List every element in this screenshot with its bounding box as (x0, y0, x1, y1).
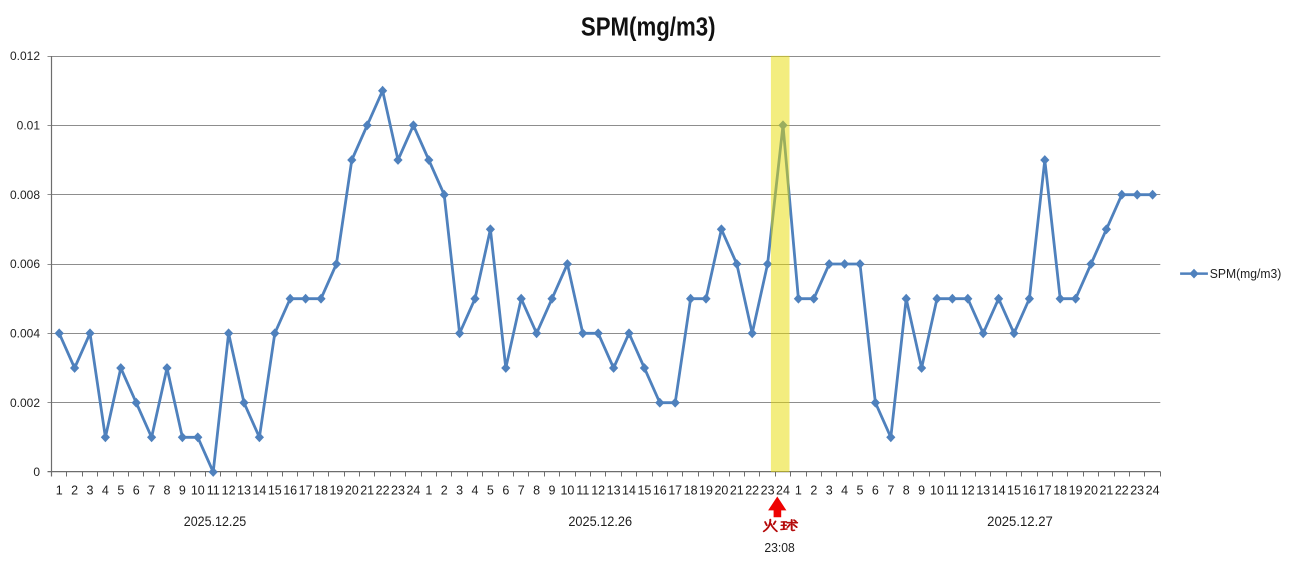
svg-text:1: 1 (425, 483, 432, 497)
svg-text:0.004: 0.004 (10, 327, 40, 341)
svg-text:17: 17 (1038, 483, 1052, 497)
svg-text:SPM(mg/m3): SPM(mg/m3) (1210, 267, 1282, 281)
svg-text:12: 12 (222, 483, 236, 497)
svg-text:19: 19 (1069, 483, 1083, 497)
svg-text:7: 7 (518, 483, 525, 497)
svg-text:17: 17 (299, 483, 313, 497)
svg-text:14: 14 (992, 483, 1006, 497)
svg-text:0.01: 0.01 (17, 119, 41, 133)
svg-text:24: 24 (776, 483, 790, 497)
svg-text:14: 14 (622, 483, 636, 497)
svg-text:0: 0 (33, 465, 40, 479)
svg-text:18: 18 (314, 483, 328, 497)
svg-text:0.008: 0.008 (10, 188, 40, 202)
svg-text:12: 12 (961, 483, 975, 497)
svg-text:5: 5 (857, 483, 864, 497)
svg-text:8: 8 (903, 483, 910, 497)
svg-text:7: 7 (887, 483, 894, 497)
svg-text:4: 4 (102, 483, 109, 497)
svg-text:19: 19 (699, 483, 713, 497)
svg-text:20: 20 (345, 483, 359, 497)
svg-text:1: 1 (795, 483, 802, 497)
svg-text:5: 5 (117, 483, 124, 497)
svg-text:2: 2 (71, 483, 78, 497)
svg-text:13: 13 (237, 483, 251, 497)
svg-text:20: 20 (714, 483, 728, 497)
svg-text:16: 16 (1022, 483, 1036, 497)
svg-text:6: 6 (872, 483, 879, 497)
svg-text:13: 13 (607, 483, 621, 497)
svg-text:2025.12.26: 2025.12.26 (568, 513, 632, 529)
svg-text:11: 11 (207, 483, 220, 497)
svg-text:0.002: 0.002 (10, 396, 40, 410)
svg-text:13: 13 (976, 483, 990, 497)
svg-text:10: 10 (191, 483, 205, 497)
svg-text:18: 18 (1053, 483, 1067, 497)
svg-text:18: 18 (684, 483, 698, 497)
svg-text:0.006: 0.006 (10, 257, 40, 271)
svg-text:8: 8 (164, 483, 171, 497)
svg-text:0.012: 0.012 (10, 49, 40, 63)
svg-text:9: 9 (918, 483, 925, 497)
svg-text:21: 21 (1099, 483, 1113, 497)
svg-text:3: 3 (826, 483, 833, 497)
svg-text:23:08: 23:08 (764, 540, 795, 555)
svg-text:23: 23 (1130, 483, 1144, 497)
svg-text:8: 8 (533, 483, 540, 497)
svg-text:10: 10 (560, 483, 574, 497)
svg-text:22: 22 (1115, 483, 1129, 497)
svg-text:24: 24 (406, 483, 420, 497)
svg-text:15: 15 (268, 483, 282, 497)
svg-text:10: 10 (930, 483, 944, 497)
svg-text:7: 7 (148, 483, 155, 497)
svg-text:11: 11 (946, 483, 959, 497)
svg-text:15: 15 (637, 483, 651, 497)
svg-text:22: 22 (376, 483, 390, 497)
svg-text:6: 6 (133, 483, 140, 497)
svg-text:16: 16 (283, 483, 297, 497)
svg-text:11: 11 (576, 483, 589, 497)
svg-text:16: 16 (653, 483, 667, 497)
svg-text:2: 2 (441, 483, 448, 497)
svg-text:2025.12.27: 2025.12.27 (987, 513, 1053, 529)
svg-text:SPM(mg/m3): SPM(mg/m3) (581, 13, 716, 41)
svg-text:4: 4 (472, 483, 479, 497)
svg-text:9: 9 (179, 483, 186, 497)
svg-text:23: 23 (391, 483, 405, 497)
svg-text:14: 14 (252, 483, 266, 497)
svg-text:12: 12 (591, 483, 605, 497)
svg-text:9: 9 (549, 483, 556, 497)
svg-text:23: 23 (761, 483, 775, 497)
svg-text:17: 17 (668, 483, 682, 497)
svg-text:19: 19 (329, 483, 343, 497)
svg-text:3: 3 (456, 483, 463, 497)
svg-text:20: 20 (1084, 483, 1098, 497)
svg-text:1: 1 (56, 483, 63, 497)
svg-text:21: 21 (730, 483, 744, 497)
svg-text:5: 5 (487, 483, 494, 497)
svg-text:6: 6 (502, 483, 509, 497)
svg-text:21: 21 (360, 483, 374, 497)
svg-text:3: 3 (87, 483, 94, 497)
svg-text:4: 4 (841, 483, 848, 497)
svg-text:15: 15 (1007, 483, 1021, 497)
svg-text:24: 24 (1146, 483, 1160, 497)
svg-text:22: 22 (745, 483, 759, 497)
svg-text:2025.12.25: 2025.12.25 (184, 513, 247, 529)
svg-text:2: 2 (810, 483, 817, 497)
